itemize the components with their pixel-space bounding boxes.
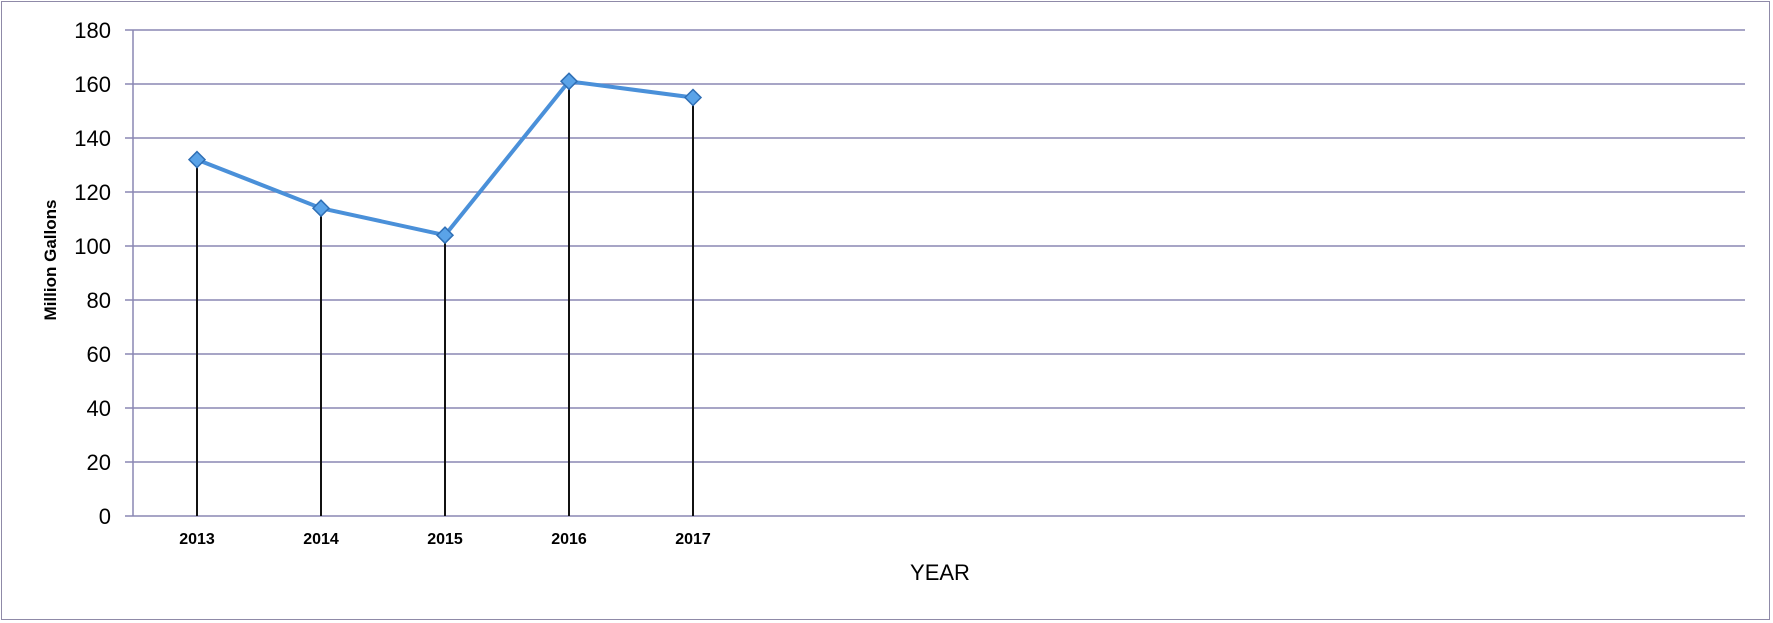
y-axis-ticks: 0 20 40 60 80 100 120 140 160 180	[74, 18, 111, 529]
y-tick-label-20: 20	[87, 450, 111, 475]
y-tick-label-140: 140	[74, 126, 111, 151]
x-tick-label-2013: 2013	[179, 531, 215, 548]
data-point-2016	[559, 72, 579, 91]
x-tick-label-2017: 2017	[675, 531, 711, 548]
x-axis-ticks: 2013 2014 2015 2016 2017	[179, 531, 711, 548]
x-tick-label-2014: 2014	[303, 531, 339, 548]
y-tick-label-160: 160	[74, 72, 111, 97]
y-tick-label-80: 80	[87, 288, 111, 313]
data-point-2015	[435, 226, 455, 245]
y-axis-title: Million Gallons	[41, 200, 60, 321]
series-layer	[187, 72, 703, 245]
series-line	[196, 79, 694, 238]
data-point-2014	[311, 199, 331, 218]
data-point-2017	[683, 88, 703, 107]
y-tick-label-180: 180	[74, 18, 111, 43]
y-tick-label-100: 100	[74, 234, 111, 259]
y-tick-label-120: 120	[74, 180, 111, 205]
x-axis-title: YEAR	[910, 560, 970, 585]
x-tick-label-2016: 2016	[551, 531, 587, 548]
y-tick-label-0: 0	[99, 504, 111, 529]
y-tick-label-40: 40	[87, 396, 111, 421]
x-tick-label-2015: 2015	[427, 531, 463, 548]
drop-lines	[196, 81, 694, 516]
y-tick-label-60: 60	[87, 342, 111, 367]
gridlines	[125, 29, 1745, 517]
data-point-2013	[187, 150, 207, 169]
